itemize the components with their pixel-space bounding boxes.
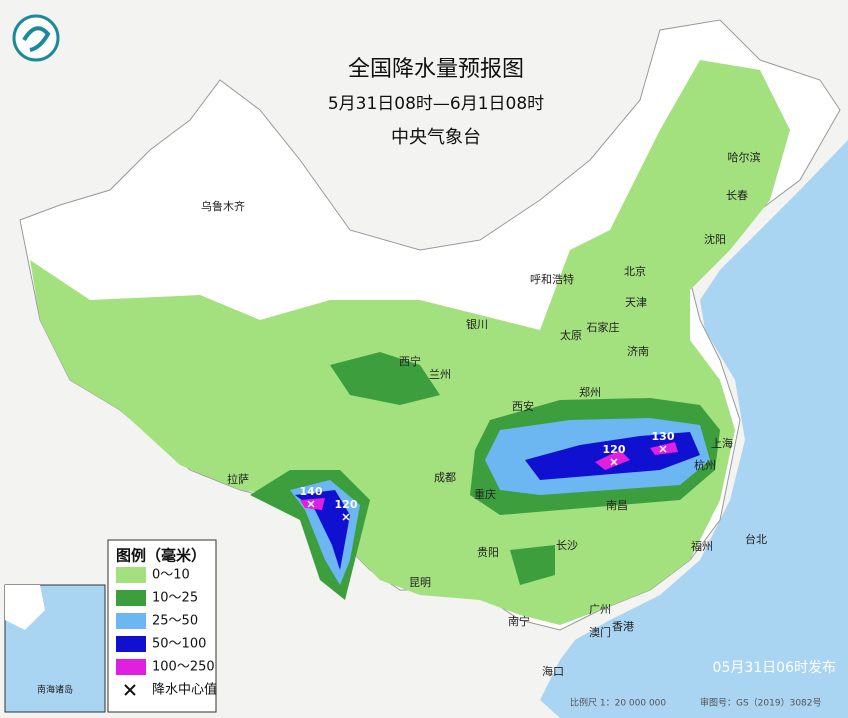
city-label: 兰州 — [429, 368, 451, 381]
city-label: 沈阳 — [704, 232, 726, 246]
logo-mark — [22, 26, 51, 52]
city-label: 西安 — [512, 399, 534, 413]
legend-swatch — [116, 590, 146, 606]
center-marker — [659, 445, 667, 453]
issued: 05月31日06时发布 — [713, 660, 836, 676]
city-label: 长春 — [726, 189, 748, 202]
city-label: 澳门 — [589, 625, 611, 639]
rain-10-25 — [330, 352, 440, 405]
rain-10-25 — [510, 545, 555, 585]
city-label: 拉萨 — [227, 472, 249, 486]
city-label: 福州 — [691, 539, 713, 553]
city-label: 北京 — [624, 264, 646, 278]
legend-marker — [124, 684, 136, 696]
city-label: 海口 — [542, 664, 564, 678]
city-label: 太原 — [560, 329, 582, 342]
city-label: 广州 — [589, 603, 611, 616]
city-label: 南宁 — [508, 614, 530, 628]
scale: 比例尺 1：20 000 000 — [570, 697, 666, 709]
legend-label: 100～250 — [152, 660, 215, 675]
center-value: 140 — [300, 485, 323, 498]
period: 5月31日08时—6月1日08时 — [328, 94, 544, 114]
center-marker — [307, 500, 315, 508]
city-label: 上海 — [711, 436, 733, 450]
sea — [540, 140, 848, 718]
inset-land — [5, 585, 45, 630]
city-label: 香港 — [612, 620, 634, 633]
city-label: 石家庄 — [587, 320, 620, 334]
legend-label: 50～100 — [152, 637, 206, 652]
city-label: 银川 — [466, 317, 488, 331]
city-label: 天津 — [625, 296, 647, 309]
rain-50-100 — [295, 490, 350, 570]
legend-swatch — [116, 659, 146, 675]
title: 全国降水量预报图 — [348, 57, 524, 82]
city-label: 贵阳 — [477, 546, 499, 559]
center-value: 130 — [652, 430, 675, 443]
city-label: 郑州 — [579, 385, 601, 399]
legend-label: 25～50 — [152, 614, 198, 629]
legend-center-label: 降水中心值 — [152, 682, 217, 698]
city-label: 南昌 — [606, 499, 628, 512]
legend-label: 10～25 — [152, 591, 198, 606]
city-label: 呼和浩特 — [530, 272, 574, 286]
legend-items: 0～10 10～25 25～50 50～100 100～250 降水中心值 — [116, 567, 217, 698]
legend-swatch — [116, 567, 146, 583]
city-label: 成都 — [434, 471, 456, 484]
center-marker — [610, 458, 618, 466]
legend-title: 图例（毫米） — [116, 547, 206, 565]
center-value: 120 — [335, 498, 358, 511]
city-label: 乌鲁木齐 — [201, 199, 245, 213]
logo — [12, 14, 60, 62]
inset-label: 南海诸岛 — [37, 684, 73, 696]
legend-label: 0～10 — [152, 568, 190, 583]
city-label: 西宁 — [399, 354, 421, 368]
city-label: 杭州 — [694, 458, 716, 472]
rain-centers: 140 120 120 130 — [300, 430, 675, 521]
center-value: 120 — [603, 443, 626, 456]
city-label: 长沙 — [556, 539, 578, 552]
approval: 审图号：GS（2019）3082号 — [700, 697, 822, 709]
city-label: 重庆 — [474, 487, 496, 501]
center-marker — [342, 513, 350, 521]
city-label: 台北 — [745, 532, 767, 546]
city-label: 哈尔滨 — [728, 150, 761, 164]
city-label: 昆明 — [409, 576, 431, 589]
city-label: 济南 — [627, 344, 649, 358]
legend-swatch — [116, 613, 146, 629]
issuer: 中央气象台 — [391, 127, 481, 148]
legend-swatch — [116, 636, 146, 652]
